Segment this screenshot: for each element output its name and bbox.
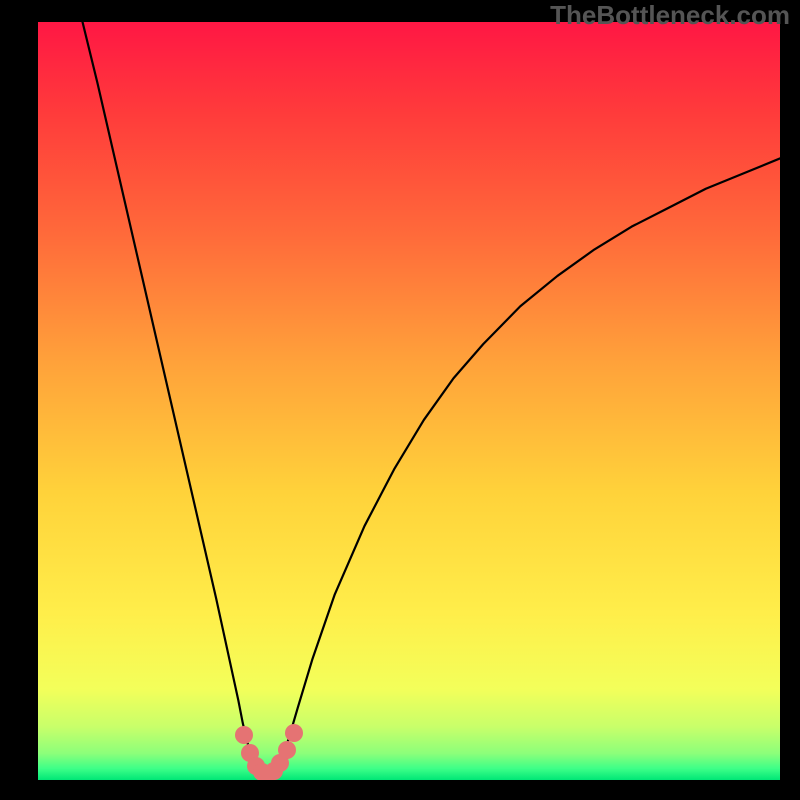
watermark-text: TheBottleneck.com: [550, 0, 790, 31]
data-marker: [285, 724, 303, 742]
data-marker: [235, 726, 253, 744]
plot-area: [38, 22, 780, 780]
markers-layer: [38, 22, 780, 780]
chart-frame: TheBottleneck.com: [0, 0, 800, 800]
data-marker: [278, 741, 296, 759]
